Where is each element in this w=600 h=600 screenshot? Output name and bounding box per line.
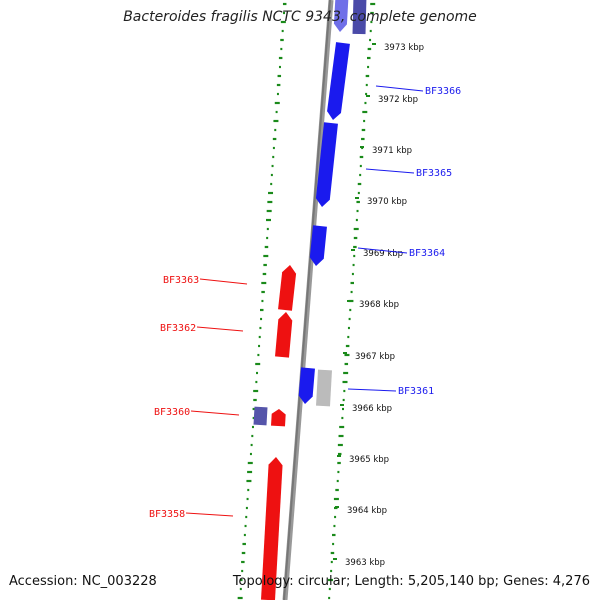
topology-value: circular xyxy=(297,574,346,589)
kbp-tick-label: 3963 kbp xyxy=(345,558,385,568)
gene-label-reverse[interactable]: BF3358 xyxy=(149,509,185,520)
kbp-tick-label: 3967 kbp xyxy=(355,352,395,362)
reverse-gene-shape[interactable] xyxy=(278,265,297,311)
kbp-tick-label: 3965 kbp xyxy=(349,455,389,465)
gene-label-forward[interactable]: BF3366 xyxy=(425,86,461,97)
kbp-tick-track: 3973 kbp 3972 kbp 3971 kbp 3970 kbp 3969 kbp… xyxy=(333,43,424,568)
kbp-tick-label: 3972 kbp xyxy=(378,95,418,105)
topology-label: Topology: xyxy=(232,574,294,589)
gene-label-reverse[interactable]: BF3363 xyxy=(163,275,199,286)
gc-skew-track-left xyxy=(237,2,287,600)
reverse-gene-shape[interactable] xyxy=(275,312,293,358)
gene-label-track[interactable]: BF3366 BF3365 BF3364 BF3361 BF3363 BF3362 BF33… xyxy=(149,85,461,520)
genome-summary: Topology: circular; Length: 5,205,140 bp… xyxy=(232,574,590,589)
gene-leader-line xyxy=(196,326,244,332)
other-feature-shape[interactable] xyxy=(253,406,268,426)
gene-label-forward[interactable]: BF3361 xyxy=(398,386,434,397)
gene-leader-line xyxy=(375,85,424,92)
length-value: 5,205,140 bp xyxy=(407,574,495,589)
kbp-tick-label: 3969 kbp xyxy=(363,249,403,259)
forward-gene-shape[interactable] xyxy=(333,0,349,32)
gene-label-reverse[interactable]: BF3360 xyxy=(154,407,190,418)
map-title: Bacteroides fragilis NCTC 9343, complete… xyxy=(123,9,477,25)
genes-count-label: Genes: xyxy=(503,574,549,589)
gene-label-forward[interactable]: BF3364 xyxy=(409,248,445,259)
forward-gene-shape[interactable] xyxy=(327,42,350,120)
genome-backbone xyxy=(282,0,334,600)
accession-label: Accession: xyxy=(9,574,78,589)
gene-label-forward[interactable]: BF3365 xyxy=(416,168,452,179)
feature-track[interactable] xyxy=(253,0,367,600)
accession-value: NC_003228 xyxy=(81,574,157,589)
kbp-tick-label: 3971 kbp xyxy=(372,146,412,156)
gene-label-reverse[interactable]: BF3362 xyxy=(160,323,196,334)
kbp-tick-label: 3964 kbp xyxy=(347,506,387,516)
gene-leader-line xyxy=(190,410,240,416)
reverse-gene-shape[interactable] xyxy=(261,457,283,600)
other-feature-shape[interactable] xyxy=(352,0,367,35)
gene-leader-line xyxy=(185,512,234,517)
kbp-tick-label: 3966 kbp xyxy=(352,404,392,414)
kbp-tick-label: 3968 kbp xyxy=(359,300,399,310)
accession-info: Accession: NC_003228 xyxy=(9,574,157,589)
pseudo-feature-shape[interactable] xyxy=(316,369,332,407)
gene-leader-line xyxy=(357,247,408,254)
kbp-tick-label: 3970 kbp xyxy=(367,197,407,207)
reverse-gene-shape[interactable] xyxy=(271,409,286,427)
forward-gene-shape[interactable] xyxy=(309,225,327,266)
length-label: Length: xyxy=(354,574,404,589)
gene-leader-line xyxy=(199,278,248,285)
gene-leader-line xyxy=(365,168,415,174)
forward-gene-shape[interactable] xyxy=(298,367,315,404)
kbp-tick-label: 3973 kbp xyxy=(384,43,424,53)
forward-gene-shape[interactable] xyxy=(315,122,338,207)
gene-leader-line xyxy=(347,388,397,392)
genes-count-value: 4,276 xyxy=(552,574,590,589)
